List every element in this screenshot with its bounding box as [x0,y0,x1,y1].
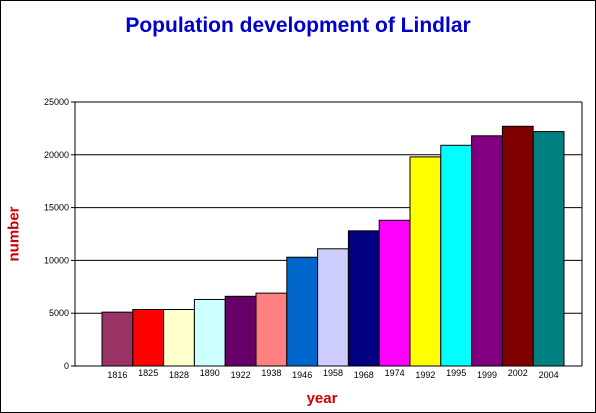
bar-1890 [193,298,226,367]
x-tick-label: 1995 [446,368,466,378]
x-tick-label: 1992 [415,370,435,380]
bar-1974 [378,219,411,367]
y-tick-label: 25000 [44,97,69,107]
bar-1825 [132,309,165,367]
x-tick-label: 1938 [261,368,281,378]
y-tick-label: 0 [64,361,69,371]
x-tick-label: 2004 [539,370,559,380]
x-tick-label: 1890 [200,368,220,378]
x-tick-label: 1968 [354,370,374,380]
x-axis-label: year [306,390,338,407]
bar-1938 [255,292,288,367]
x-tick-label: 1816 [107,370,127,380]
y-tick-labels: 0 5000 10000 15000 20000 25000 [44,97,75,371]
x-tick-label: 1958 [323,368,343,378]
x-tick-label: 1974 [385,368,405,378]
x-tick-labels: 1816 1825 1828 1890 1922 1938 1946 1958 1968 1974… [107,368,558,380]
chart-title: Population development of Lindlar [125,14,471,37]
x-tick-label: 1825 [138,368,158,378]
bar-1946 [286,256,319,367]
y-tick-label: 5000 [49,308,69,318]
y-tick-label: 15000 [44,203,69,213]
bar-1995 [440,144,473,367]
x-tick-label: 1946 [292,370,312,380]
x-tick-label: 1828 [169,370,189,380]
bar-1816 [101,311,134,367]
x-tick-label: 2002 [508,368,528,378]
x-tick-label: 1999 [477,370,497,380]
bar-1922 [224,295,257,367]
bars [101,125,565,367]
y-tick-label: 20000 [44,150,69,160]
x-tick-label: 1922 [231,370,251,380]
bar-1968 [347,230,380,367]
bar-2002 [501,125,534,367]
bar-1999 [471,135,503,367]
bar-1958 [317,248,349,367]
axes [74,101,583,367]
bar-1992 [409,156,442,367]
bar-1828 [163,309,195,367]
bar-2004 [532,131,565,367]
y-tick-label: 10000 [44,255,69,265]
